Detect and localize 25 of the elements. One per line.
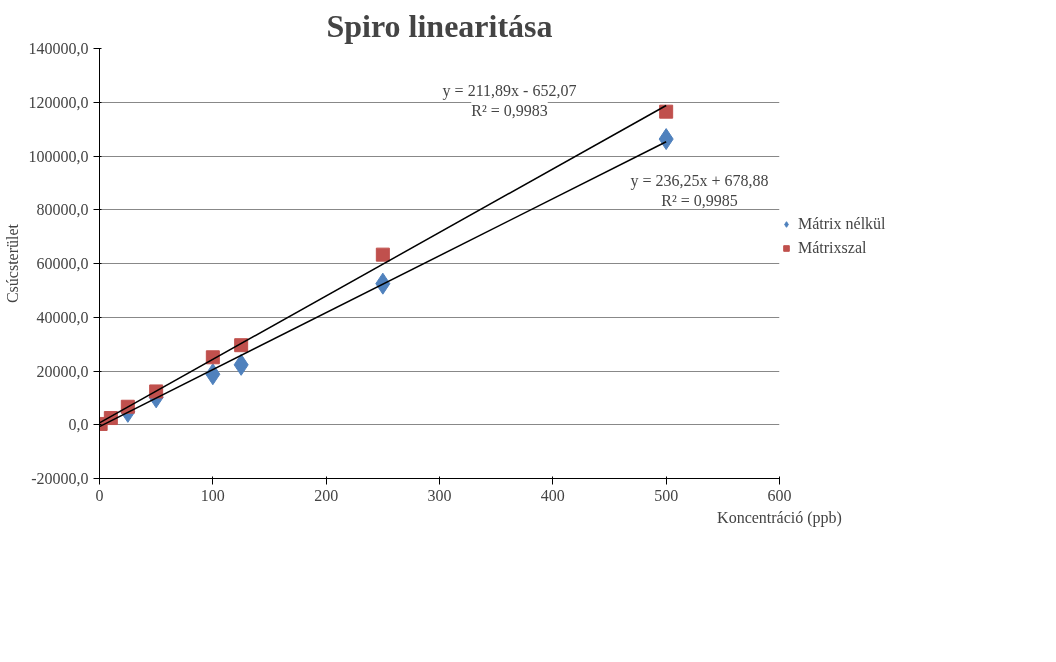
y-tick-label: 80000,0	[36, 201, 89, 219]
x-tick-label: 500	[654, 486, 679, 504]
legend-label: Mátrixszal	[798, 239, 868, 257]
annotation: y = 236,25x + 678,88 R² = 0,9985	[630, 171, 769, 209]
point	[659, 104, 674, 119]
annotation: y = 211,89x - 652,07 R² = 0,9983	[442, 81, 577, 119]
y-tick-label: -20000,0	[31, 470, 89, 487]
x-axis-title: Koncentráció (ppb)	[717, 508, 842, 527]
x-tick-label: 100	[200, 486, 225, 504]
y-tick-label: 140000,0	[28, 40, 89, 57]
y-tick-label: 20000,0	[36, 362, 89, 380]
y-axis-title: Csúcsterület	[3, 223, 21, 304]
y-tick-label: 40000,0	[36, 308, 89, 326]
y-tick-label: 120000,0	[28, 93, 89, 111]
legend-label: Mátrix nélkül	[798, 215, 887, 233]
y-tick-label: 0,0	[68, 416, 89, 434]
y-tick-label: 60000,0	[36, 255, 89, 272]
y-tick-label: 100000,0	[28, 147, 89, 165]
x-tick-label: 300	[427, 486, 452, 504]
x-tick-label: 600	[767, 486, 792, 504]
point	[375, 247, 390, 262]
x-tick-label: 400	[540, 486, 565, 504]
x-tick-label: 0	[95, 486, 104, 504]
x-tick-label: 200	[314, 486, 339, 504]
chart-title: Spiro linearitása	[326, 7, 553, 44]
